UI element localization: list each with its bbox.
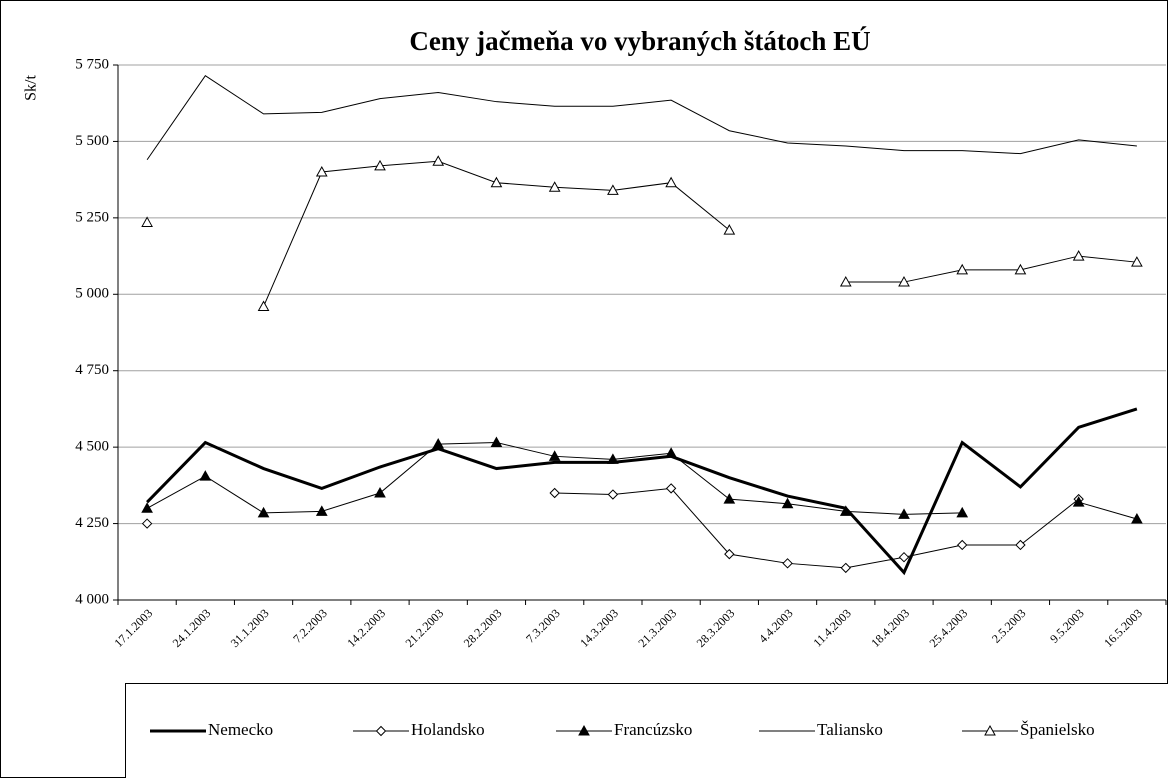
legend-marker bbox=[984, 724, 996, 736]
data-point bbox=[898, 276, 910, 287]
data-point bbox=[839, 276, 852, 287]
data-point bbox=[839, 505, 852, 516]
data-point bbox=[665, 447, 677, 458]
data-point bbox=[315, 505, 328, 516]
data-point bbox=[1072, 496, 1085, 507]
data-point bbox=[724, 548, 735, 560]
data-point bbox=[607, 184, 619, 195]
data-point bbox=[141, 518, 153, 529]
data-point bbox=[1014, 263, 1027, 275]
data-point bbox=[665, 483, 677, 494]
series-line bbox=[146, 407, 1138, 576]
data-point bbox=[432, 155, 445, 166]
data-point bbox=[257, 300, 270, 312]
y-axis-label: Sk/t bbox=[23, 75, 40, 101]
data-point bbox=[665, 176, 677, 188]
data-point bbox=[956, 263, 969, 275]
legend-label: Taliansko bbox=[817, 720, 883, 739]
y-tick-label: 4 000 bbox=[75, 591, 109, 607]
data-point bbox=[1131, 256, 1143, 267]
legend-label: Holandsko bbox=[411, 720, 485, 739]
legend-label: Francúzsko bbox=[614, 720, 692, 739]
data-point bbox=[141, 502, 153, 513]
data-point bbox=[141, 216, 153, 227]
data-point bbox=[723, 224, 736, 235]
series-line bbox=[554, 487, 1079, 569]
data-point bbox=[257, 506, 270, 518]
data-point bbox=[957, 539, 968, 551]
legend-label: Nemecko bbox=[208, 720, 273, 739]
data-point bbox=[548, 181, 561, 192]
data-point bbox=[549, 487, 560, 499]
data-point bbox=[782, 558, 793, 569]
data-point bbox=[490, 176, 503, 188]
y-tick-label: 5 250 bbox=[75, 209, 109, 225]
legend-marker bbox=[375, 725, 387, 737]
data-point bbox=[840, 562, 851, 574]
data-point bbox=[1015, 539, 1026, 551]
data-point bbox=[1131, 512, 1143, 524]
y-tick-label: 4 250 bbox=[75, 515, 109, 531]
data-point bbox=[781, 497, 794, 509]
y-tick-label: 5 000 bbox=[75, 286, 109, 302]
chart-title: Ceny jačmeňa vo vybraných štátoch EÚ bbox=[409, 26, 870, 56]
series-line bbox=[146, 75, 1137, 161]
data-point bbox=[898, 551, 910, 563]
data-point bbox=[607, 453, 619, 464]
data-point bbox=[199, 470, 212, 481]
legend-marker bbox=[578, 724, 590, 736]
data-point bbox=[956, 506, 969, 518]
y-tick-label: 4 750 bbox=[75, 362, 109, 378]
y-tick-label: 5 500 bbox=[75, 133, 109, 149]
data-point bbox=[374, 159, 386, 171]
y-tick-label: 5 750 bbox=[75, 56, 109, 72]
data-point bbox=[607, 489, 619, 500]
y-tick-label: 4 500 bbox=[75, 439, 109, 455]
data-point bbox=[315, 165, 328, 177]
data-point bbox=[490, 436, 503, 448]
data-point bbox=[898, 508, 910, 519]
data-point bbox=[374, 486, 386, 498]
data-point bbox=[548, 450, 561, 461]
data-point bbox=[723, 493, 736, 504]
legend-label: Španielsko bbox=[1020, 720, 1095, 739]
data-point bbox=[432, 438, 445, 449]
data-point bbox=[1072, 250, 1085, 261]
